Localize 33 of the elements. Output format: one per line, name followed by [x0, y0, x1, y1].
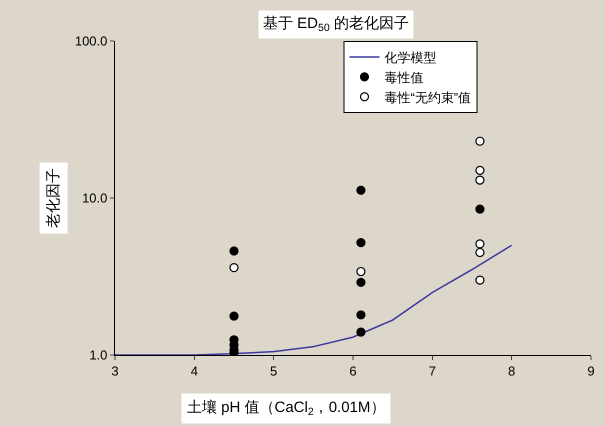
x-tick-label: 6	[349, 364, 357, 379]
point	[475, 176, 485, 185]
point	[356, 186, 366, 195]
y-axis-title: 老化因子	[45, 168, 62, 228]
point	[475, 239, 485, 249]
point	[229, 246, 239, 256]
point	[229, 311, 239, 321]
point	[356, 310, 366, 320]
y-tick-label: 10.0	[82, 190, 108, 206]
point	[356, 238, 366, 248]
x-tick-label: 3	[111, 364, 119, 379]
point	[475, 204, 485, 214]
y-tick-label: 1.0	[89, 348, 108, 363]
point	[475, 136, 485, 146]
x-tick-label: 7	[428, 364, 436, 379]
point	[475, 166, 485, 175]
legend-label: 化学模型	[384, 50, 436, 66]
x-tick-label: 9	[587, 364, 595, 379]
chart-title: 基于 ED$_{50}$ 的老化因子	[263, 15, 409, 34]
point	[475, 275, 485, 285]
y-tick-label: 100.0	[74, 34, 108, 49]
line-series	[115, 244, 512, 355]
point	[229, 263, 239, 272]
x-tick-label: 8	[508, 364, 516, 379]
point	[356, 278, 366, 287]
legend-label: 毒性“无约束”值	[384, 90, 472, 105]
x-tick-label: 5	[270, 364, 278, 379]
x-tick-label: 4	[190, 364, 198, 379]
legend-label: 毒性值	[384, 70, 424, 85]
point	[356, 327, 366, 337]
point	[356, 266, 366, 276]
point	[475, 248, 485, 258]
x-axis-title: 土壤 pH 值（CaCl$_{2}$，0.01M）	[187, 399, 386, 418]
